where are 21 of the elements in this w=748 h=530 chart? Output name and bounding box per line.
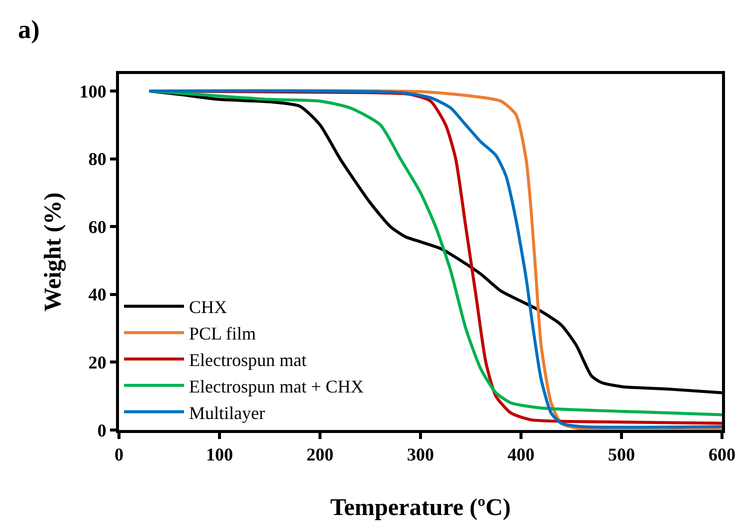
y-tick-label: 0: [97, 420, 106, 440]
y-tick-label: 80: [88, 149, 106, 170]
x-tick-label: 500: [608, 444, 635, 465]
legend-label: Electrospun mat: [189, 350, 306, 370]
y-tick-label: 100: [79, 81, 106, 102]
legend-label: Electrospun mat + CHX: [189, 376, 364, 396]
x-tick-label: 100: [206, 444, 233, 465]
legend-label: CHX: [189, 297, 228, 318]
x-tick-label: 400: [508, 444, 534, 465]
y-tick-label: 20: [88, 352, 106, 372]
x-tick-label: 600: [708, 444, 736, 465]
text: a): [18, 15, 40, 44]
legend-label: PCL film: [189, 324, 256, 344]
y-axis-title: Weight (%): [40, 192, 66, 312]
x-tick-label: 0: [114, 444, 124, 465]
x-axis-title: Temperature (ºC): [330, 494, 511, 521]
legend-label: Multilayer: [189, 402, 265, 423]
y-tick-label: 60: [88, 216, 106, 237]
x-tick-label: 300: [407, 444, 434, 465]
y-tick-label: 40: [88, 284, 106, 305]
x-tick-label: 200: [306, 444, 334, 465]
